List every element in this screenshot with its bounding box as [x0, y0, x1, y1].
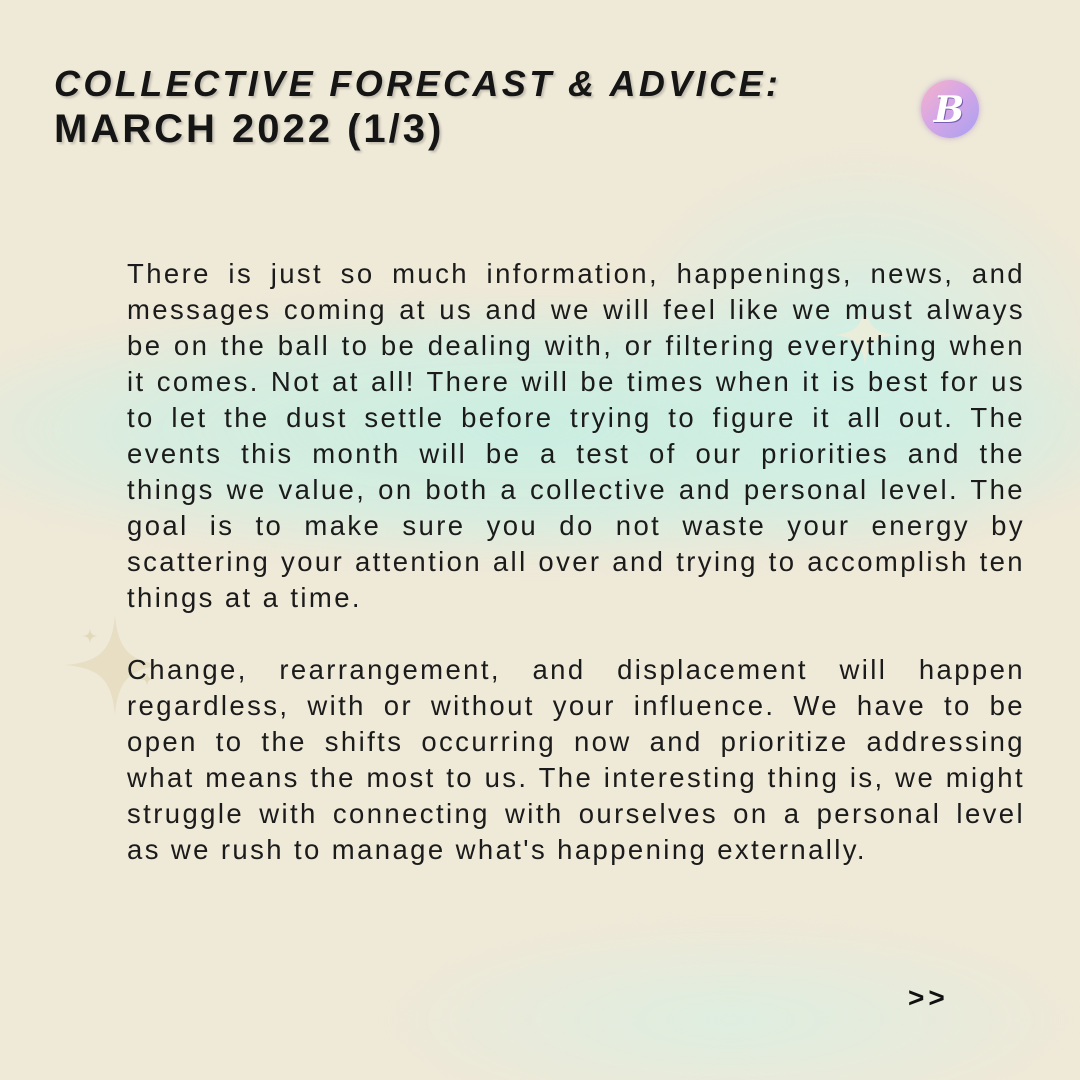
next-page-arrow[interactable]: >> — [908, 982, 949, 1013]
header: COLLECTIVE FORECAST & ADVICE: MARCH 2022… — [54, 62, 781, 152]
paragraph: Change, rearrangement, and displacement … — [127, 654, 1025, 865]
brand-logo-letter: B — [933, 89, 965, 131]
forecast-body: There is just so much information, happe… — [127, 256, 1025, 904]
page-kicker: COLLECTIVE FORECAST & ADVICE: — [54, 63, 782, 104]
glow-bottom — [380, 920, 1080, 1080]
sparkle-decoration-small — [82, 628, 98, 644]
brand-logo: B — [921, 80, 979, 138]
paragraph: There is just so much information, happe… — [127, 258, 1025, 613]
page-title: MARCH 2022 (1/3) — [54, 107, 445, 151]
